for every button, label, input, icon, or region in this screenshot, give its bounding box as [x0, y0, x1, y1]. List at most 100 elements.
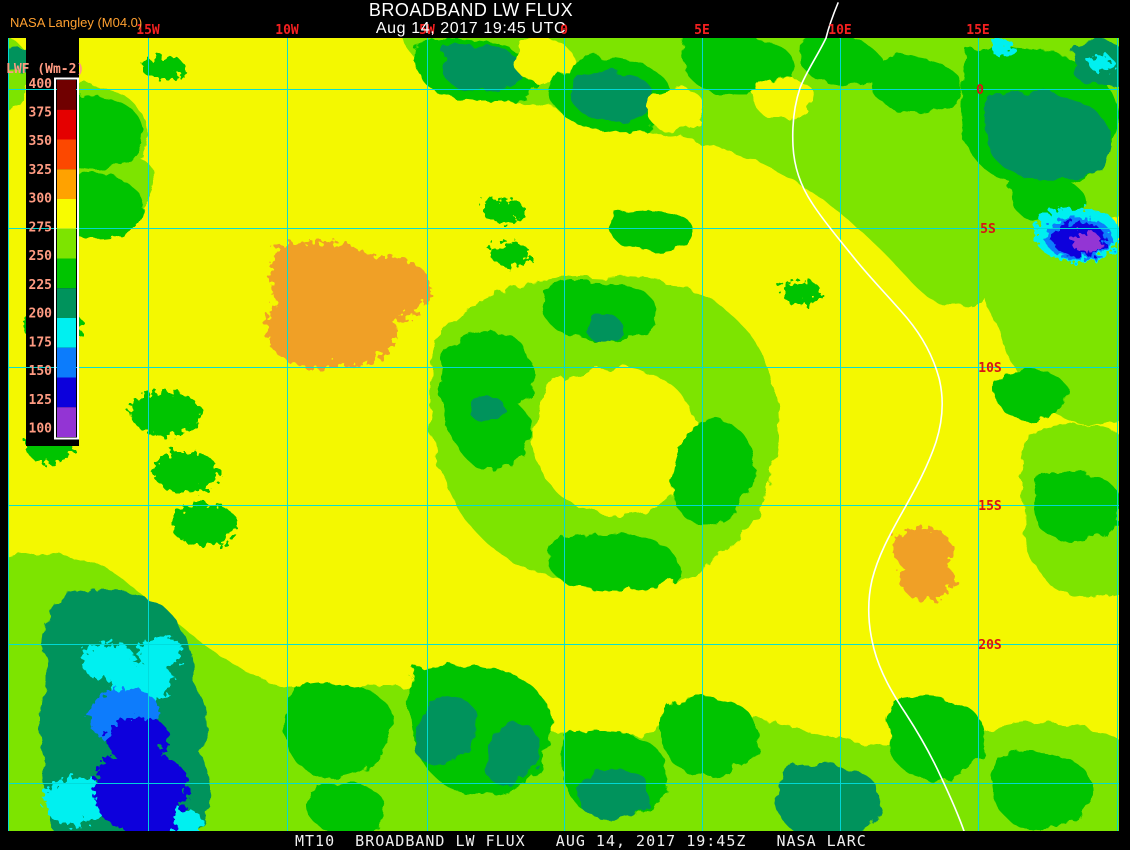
legend-tick-100: 100 [29, 422, 53, 437]
legend-swatch-6 [57, 258, 76, 289]
flux-region [107, 717, 169, 763]
legend-tick-150: 150 [29, 364, 53, 379]
legend-tick-300: 300 [29, 192, 53, 207]
flux-region [289, 327, 346, 371]
legend-text: LWF (Wm-2) 400 375 350 325 300 275 250 2… [6, 62, 84, 437]
legend-tick-225: 225 [29, 278, 52, 293]
lat-label-15S: 15S [978, 499, 1002, 514]
flux-region [468, 396, 505, 422]
flux-region [541, 281, 658, 341]
flux-region [888, 696, 985, 781]
flux-yellow-gaps [513, 38, 814, 132]
legend-tick-125: 125 [29, 393, 52, 408]
lon-label-10E: 10E [828, 23, 851, 38]
flux-region [308, 783, 386, 831]
flux-raster [8, 38, 1119, 831]
flux-region [142, 56, 186, 81]
footer-caption: MT10 BROADBAND LW FLUX AUG 14, 2017 19:4… [295, 832, 867, 850]
legend-tick-350: 350 [29, 134, 53, 149]
legend-colorbar [54, 77, 79, 440]
flux-region [1071, 232, 1102, 253]
legend-tick-375: 375 [29, 106, 52, 121]
lat-label-10S: 10S [978, 361, 1002, 376]
flux-region [610, 209, 694, 253]
flux-region [571, 71, 654, 121]
credit-label: NASA Langley (M04.0) [10, 15, 142, 30]
flux-region [513, 38, 572, 82]
flux-region [781, 280, 822, 305]
flux-region [491, 243, 532, 268]
flux-region [647, 89, 706, 132]
lon-label-15E: 15E [966, 23, 989, 38]
flux-region [482, 198, 526, 224]
lat-label-20S: 20S [978, 638, 1002, 653]
flux-blobs-blue [94, 222, 1106, 831]
lat-label-0: 0 [976, 83, 984, 98]
flux-region [127, 810, 175, 831]
legend-tick-250: 250 [29, 249, 53, 264]
flux-region [346, 256, 431, 321]
flux-region [171, 503, 237, 547]
flux-region [776, 764, 881, 831]
legend-swatch-2 [57, 139, 76, 170]
lon-label-10W: 10W [275, 23, 299, 38]
flux-blobs-purple [1071, 232, 1102, 253]
flux-region [995, 369, 1068, 420]
flux-blobs-orange [266, 241, 954, 601]
flux-region [673, 418, 754, 524]
flux-region [991, 750, 1093, 830]
right-border [1119, 0, 1130, 850]
flux-region [484, 722, 540, 786]
graticule [8, 38, 1119, 831]
left-border [0, 0, 8, 850]
lat-label-5S: 5S [980, 222, 996, 237]
flux-region [578, 768, 651, 820]
page-title: BROADBAND LW FLUX [369, 0, 573, 20]
flux-region [415, 697, 478, 766]
legend-swatch-10 [57, 377, 76, 408]
flux-region [547, 533, 679, 593]
legend-tick-400: 400 [29, 77, 53, 92]
lon-label-15W: 15W [136, 23, 160, 38]
lon-label-5E: 5E [694, 23, 710, 38]
flux-region [900, 561, 954, 601]
legend-swatch-1 [57, 109, 76, 140]
lon-label-0: 0 [560, 23, 568, 38]
latitude-labels: 0 5S 10S 15S 20S [976, 83, 1002, 653]
footer-bar [0, 831, 1130, 850]
legend-tick-175: 175 [29, 336, 52, 351]
legend-swatch-0 [57, 80, 76, 110]
flux-region [991, 39, 1016, 57]
flux-region [970, 235, 1119, 425]
header-bar [0, 0, 1130, 38]
legend-tick-200: 200 [29, 307, 53, 322]
flux-region [984, 90, 1112, 181]
flux-region [869, 55, 962, 114]
coastline [791, 3, 965, 832]
coastline-header-stub [825, 2, 839, 39]
flux-region [1033, 471, 1119, 543]
longitude-labels: 15W 10W 5W 0 5E 10E 15E [136, 23, 989, 38]
legend-swatch-7 [57, 288, 76, 318]
legend-swatch-9 [57, 347, 76, 378]
flux-region [58, 174, 143, 239]
flux-region [153, 451, 218, 493]
flux-region [661, 696, 759, 777]
legend-swatch-11 [57, 407, 76, 437]
flux-region [130, 391, 201, 436]
flux-region [585, 316, 624, 342]
legend-swatch-5 [57, 228, 76, 259]
flux-region [8, 553, 1119, 831]
legend-tick-275: 275 [29, 221, 52, 236]
legend-swatch-4 [57, 199, 76, 229]
lon-label-5W: 5W [419, 23, 435, 38]
flux-region [284, 683, 392, 777]
flux-region [441, 45, 524, 92]
legend-swatch-3 [57, 169, 76, 199]
flux-region [1089, 54, 1114, 72]
legend-swatch-8 [57, 318, 76, 348]
legend-colorbar-border [54, 77, 79, 440]
legend-title: LWF (Wm-2) [6, 62, 84, 77]
